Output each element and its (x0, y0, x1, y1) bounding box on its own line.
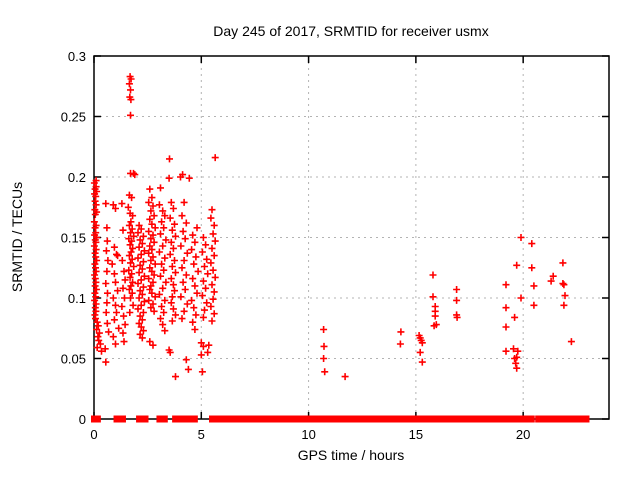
plot-area: 0 5 10 15 20 0 0.05 0.1 0.15 0.2 0.25 0.3 (61, 49, 610, 442)
y-tick-label: 0.2 (68, 170, 86, 185)
zero-band-mark (113, 415, 126, 423)
zero-band-segment (518, 415, 535, 423)
scatter-points (90, 73, 575, 381)
zero-band-mark (136, 415, 149, 423)
x-tick-label: 20 (516, 427, 530, 442)
zero-band-segment (434, 415, 477, 423)
x-tick-label: 0 (90, 427, 97, 442)
zero-band-mark (156, 415, 168, 423)
y-tick-label: 0.25 (61, 110, 86, 125)
y-axis-label: SRMTID / TECUs (9, 182, 25, 292)
y-tick-label: 0.15 (61, 231, 86, 246)
x-tick-label: 10 (301, 427, 315, 442)
chart-title: Day 245 of 2017, SRMTID for receiver usm… (213, 23, 488, 39)
y-tick-label: 0.3 (68, 49, 86, 64)
y-tick-label: 0 (79, 412, 86, 427)
zero-band-segment (475, 415, 520, 423)
zero-band-segment (562, 415, 590, 423)
zero-band-mark (177, 415, 188, 423)
zero-band-mark (186, 415, 198, 423)
x-axis-label: GPS time / hours (298, 447, 405, 463)
x-tick-label: 15 (409, 427, 423, 442)
plot-border (93, 55, 610, 420)
y-tick-label: 0.1 (68, 291, 86, 306)
zero-band-segment (419, 415, 437, 423)
zero-band-segment (535, 415, 566, 423)
zero-band-segment (209, 415, 269, 423)
zero-band-mark (91, 415, 101, 423)
y-tick-label: 0.05 (61, 352, 86, 367)
zero-band-segment (266, 415, 329, 423)
x-tick-label: 5 (198, 427, 205, 442)
zero-band-mark (172, 415, 182, 423)
zero-band-segment (327, 415, 422, 423)
